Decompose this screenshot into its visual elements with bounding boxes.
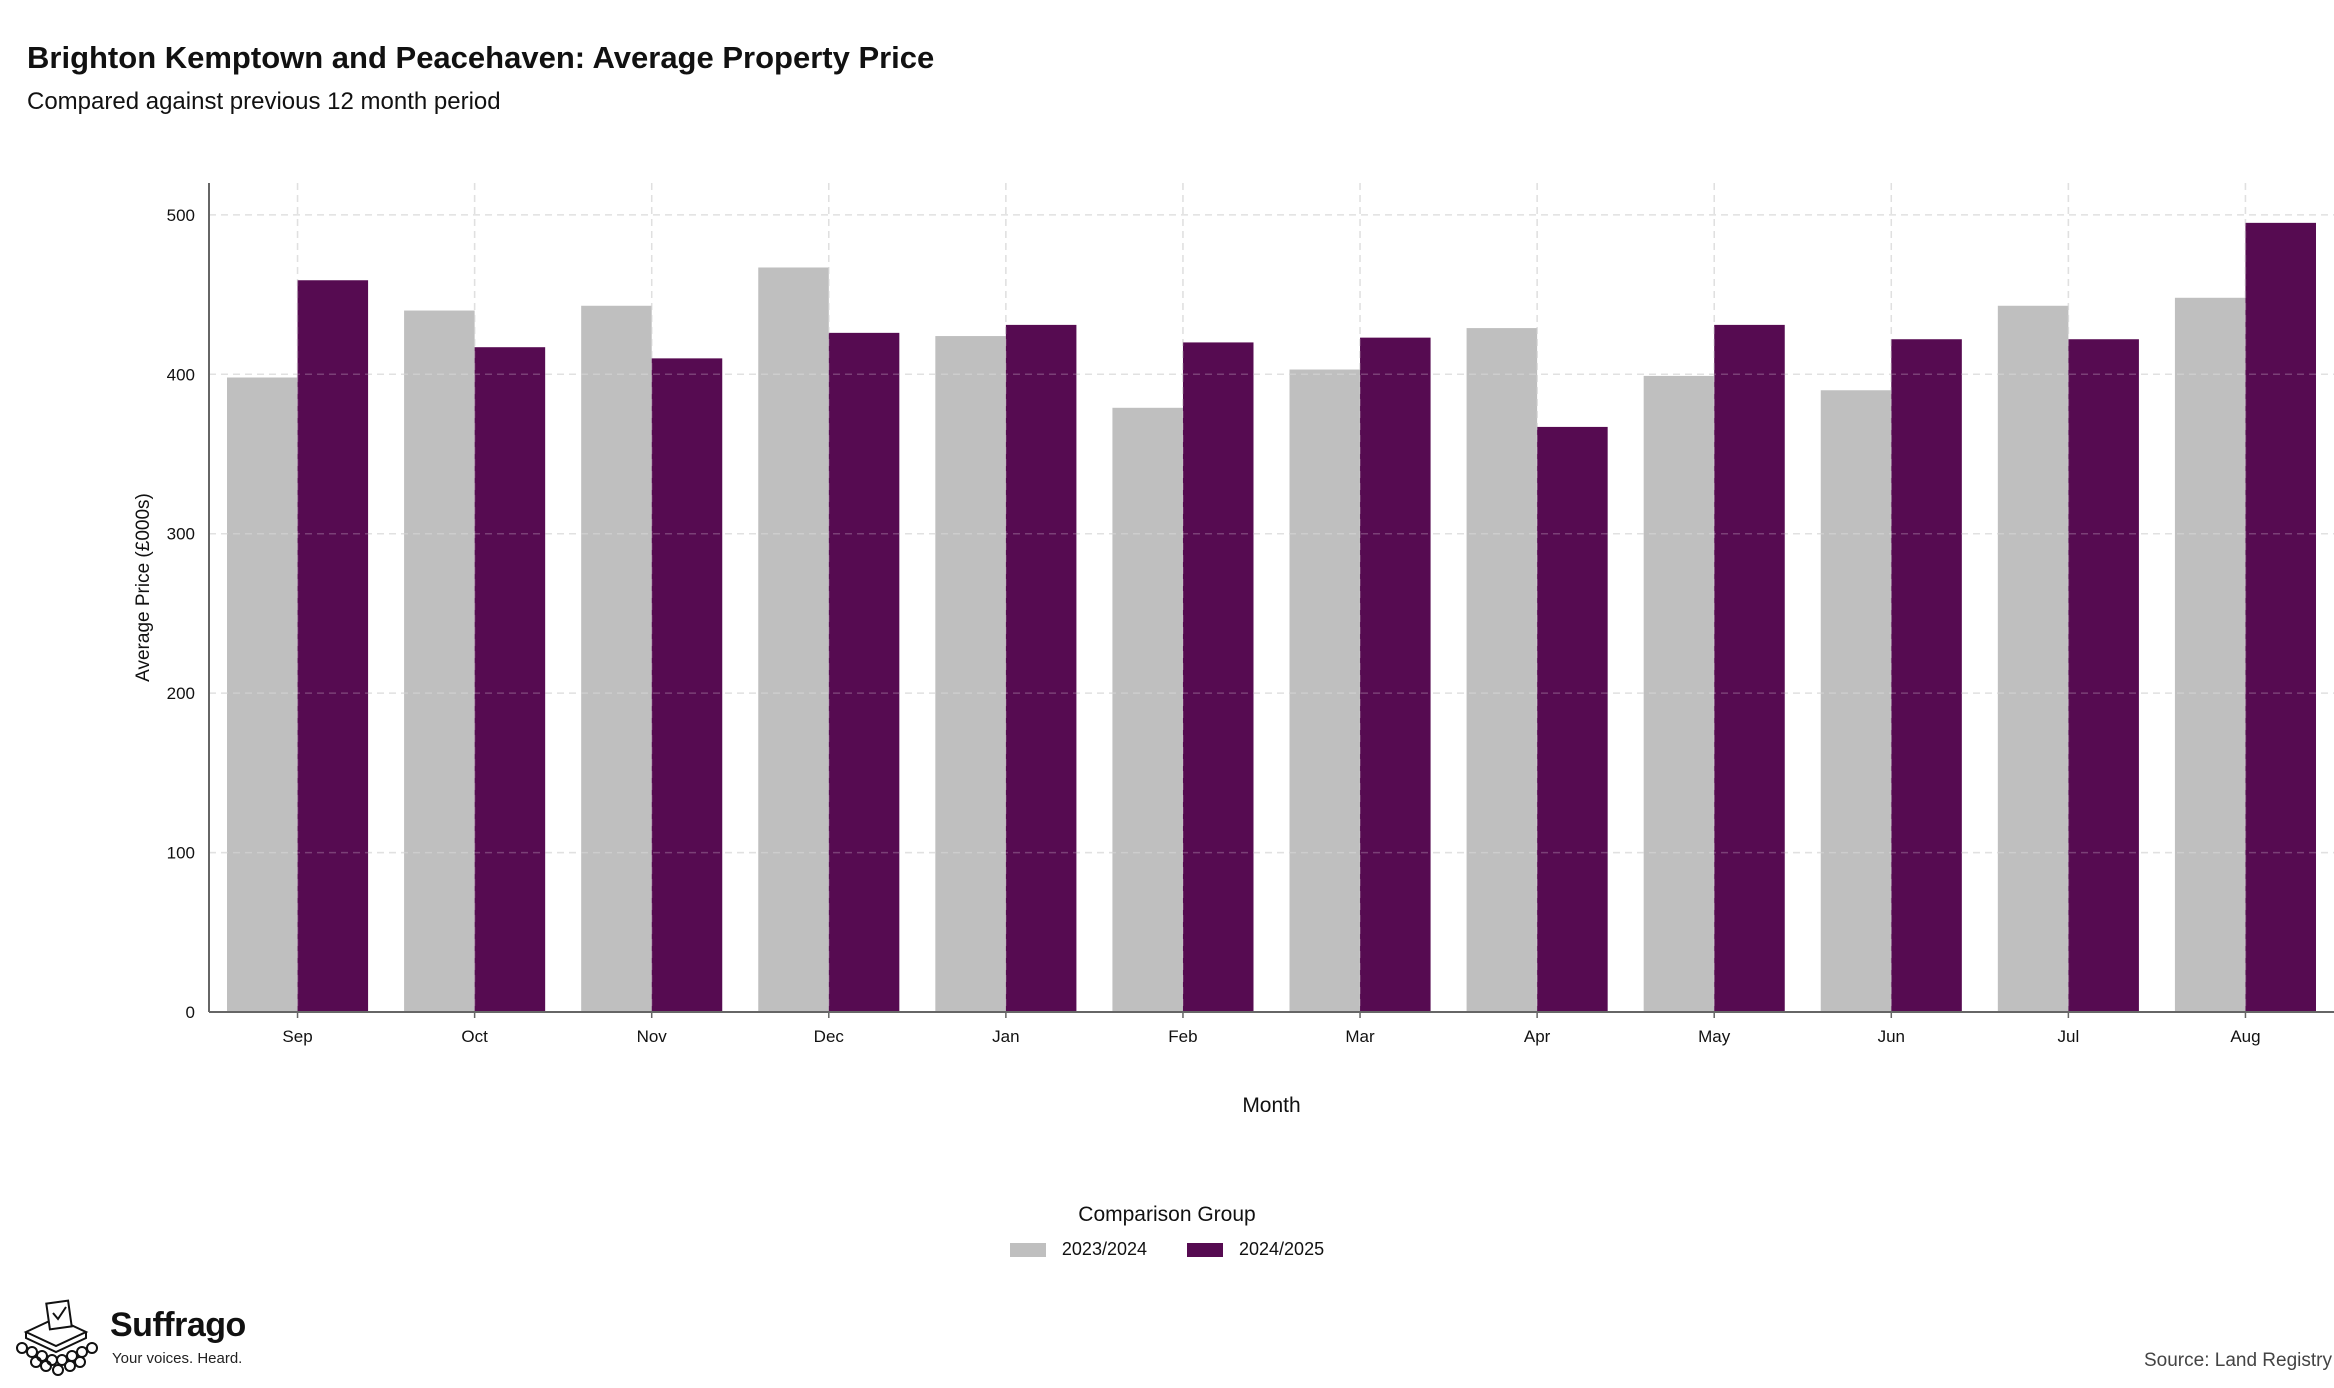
legend-label-2024-2025: 2024/2025 bbox=[1239, 1239, 1325, 1259]
y-axis-title: Average Price (£000s) bbox=[133, 493, 154, 682]
x-tick-label: May bbox=[1698, 1027, 1731, 1046]
x-tick-label: Apr bbox=[1524, 1027, 1551, 1046]
bar-chart: 0 100 200 300 400 500 Sep Oct Nov Dec Jan Feb Mar Apr… bbox=[133, 183, 2334, 1117]
legend-item-2024-2025: 2024/2025 bbox=[1187, 1239, 1324, 1260]
bar-jan-2024-2025 bbox=[1005, 324, 1077, 1012]
logo-tagline: Your voices. Heard. bbox=[112, 1350, 243, 1367]
x-tick-label: Jul bbox=[2058, 1027, 2080, 1046]
bar-aug-2024-2025 bbox=[2245, 222, 2316, 1012]
bar-mar-2024-2025 bbox=[1360, 337, 1431, 1012]
legend-swatch-2024-2025 bbox=[1187, 1242, 1223, 1257]
x-tick-label: Nov bbox=[637, 1027, 668, 1046]
bar-aug-2023-2024 bbox=[2174, 297, 2246, 1012]
bar-sep-2024-2025 bbox=[297, 280, 369, 1013]
legend-title: Comparison Group bbox=[1078, 1203, 1256, 1226]
bar-apr-2023-2024 bbox=[1466, 328, 1538, 1012]
bar-feb-2024-2025 bbox=[1182, 342, 1254, 1012]
ballot-box-icon bbox=[16, 1299, 98, 1376]
bar-dec-2024-2025 bbox=[828, 332, 900, 1013]
bar-oct-2024-2025 bbox=[474, 347, 546, 1012]
bar-jun-2024-2025 bbox=[1891, 339, 1962, 1012]
logo-name: Suffrago bbox=[110, 1306, 246, 1344]
y-tick-label: 100 bbox=[167, 844, 195, 863]
bar-jul-2023-2024 bbox=[1997, 305, 2069, 1013]
x-tick-label: Jan bbox=[992, 1027, 1019, 1046]
bar-jul-2024-2025 bbox=[2068, 339, 2139, 1012]
y-tick-label: 0 bbox=[186, 1003, 195, 1022]
y-tick-label: 400 bbox=[167, 365, 195, 384]
bar-may-2023-2024 bbox=[1643, 375, 1715, 1012]
bar-sep-2023-2024 bbox=[227, 377, 298, 1012]
x-tick-label: Feb bbox=[1168, 1027, 1197, 1046]
bar-jun-2023-2024 bbox=[1820, 390, 1892, 1012]
bar-apr-2024-2025 bbox=[1537, 426, 1608, 1012]
bar-may-2024-2025 bbox=[1714, 324, 1785, 1012]
bar-oct-2023-2024 bbox=[404, 310, 475, 1012]
y-tick-label: 300 bbox=[167, 525, 195, 544]
x-tick-label: Jun bbox=[1878, 1027, 1905, 1046]
bar-feb-2023-2024 bbox=[1112, 407, 1183, 1013]
bar-mar-2023-2024 bbox=[1289, 369, 1361, 1012]
y-tick-label: 500 bbox=[167, 206, 195, 225]
x-tick-label: Aug bbox=[2230, 1027, 2260, 1046]
x-tick-label: Sep bbox=[282, 1027, 312, 1046]
x-tick-label: Dec bbox=[814, 1027, 845, 1046]
suffrago-logo: Suffrago Your voices. Heard. bbox=[14, 1298, 264, 1380]
legend-label-2023-2024: 2023/2024 bbox=[1061, 1239, 1147, 1259]
bar-jan-2023-2024 bbox=[935, 336, 1006, 1012]
x-tick-label: Mar bbox=[1345, 1027, 1375, 1046]
legend: Comparison Group 2023/2024 2024/2025 bbox=[0, 1203, 2334, 1260]
y-tick-label: 200 bbox=[167, 684, 195, 703]
legend-item-2023-2024: 2023/2024 bbox=[1009, 1239, 1147, 1260]
x-tick-label: Oct bbox=[461, 1027, 488, 1046]
bar-dec-2023-2024 bbox=[758, 267, 829, 1012]
chart-title: Brighton Kemptown and Peacehaven: Averag… bbox=[27, 40, 935, 75]
source-note: Source: Land Registry bbox=[2144, 1350, 2332, 1371]
bar-nov-2024-2025 bbox=[651, 358, 723, 1013]
x-axis-title: Month bbox=[1242, 1094, 1300, 1117]
chart-subtitle: Compared against previous 12 month perio… bbox=[27, 88, 501, 115]
legend-swatch-2023-2024 bbox=[1009, 1242, 1046, 1257]
bar-nov-2023-2024 bbox=[581, 305, 652, 1013]
